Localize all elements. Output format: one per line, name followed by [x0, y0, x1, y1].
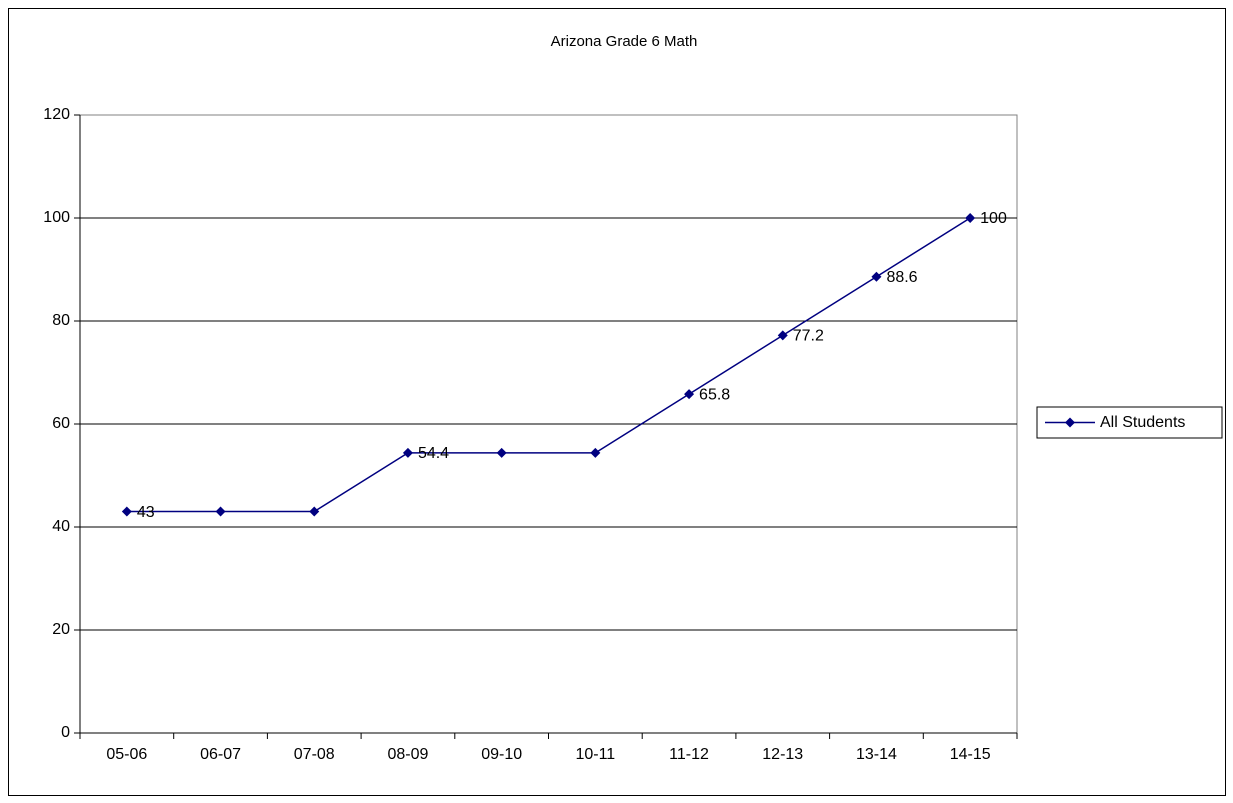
marker [965, 213, 976, 223]
marker [309, 506, 320, 517]
marker [496, 447, 507, 458]
legend-label: All Students [1100, 414, 1185, 431]
marker [121, 506, 132, 517]
y-tick-label: 100 [43, 209, 70, 226]
marker [777, 330, 788, 341]
y-tick-label: 20 [52, 621, 70, 638]
marker [684, 389, 695, 400]
x-tick-label: 09-10 [481, 746, 522, 763]
data-label: 43 [137, 504, 155, 521]
x-tick-label: 13-14 [856, 746, 897, 763]
data-label: 100 [980, 210, 1007, 227]
x-tick-label: 05-06 [106, 746, 147, 763]
chart-title: Arizona Grade 6 Math [551, 33, 698, 50]
data-label: 77.2 [793, 328, 824, 345]
x-tick-label: 10-11 [575, 746, 615, 763]
marker [871, 271, 882, 282]
y-tick-label: 60 [52, 415, 70, 432]
x-tick-label: 07-08 [294, 746, 335, 763]
y-tick-label: 120 [43, 106, 70, 123]
data-label: 65.8 [699, 386, 730, 403]
legend-marker [1065, 417, 1075, 428]
x-tick-label: 12-13 [762, 746, 803, 763]
data-label: 88.6 [886, 269, 917, 286]
x-tick-label: 14-15 [950, 746, 991, 763]
marker [590, 447, 601, 458]
y-tick-label: 40 [52, 518, 70, 535]
y-tick-label: 80 [52, 312, 70, 329]
marker [215, 506, 226, 517]
y-tick-label: 0 [61, 724, 70, 741]
x-tick-label: 06-07 [200, 746, 241, 763]
data-label: 54.4 [418, 445, 449, 462]
marker [402, 447, 413, 458]
series-line [126, 217, 971, 513]
x-tick-label: 08-09 [387, 746, 428, 763]
x-tick-label: 11-12 [669, 746, 709, 763]
